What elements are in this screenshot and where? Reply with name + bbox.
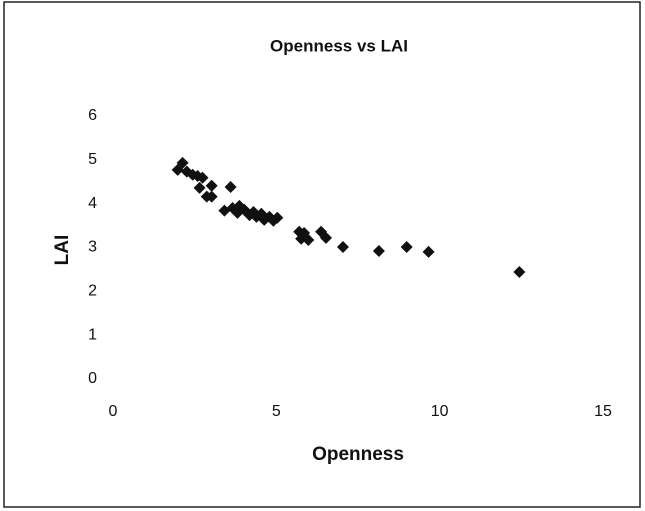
point (271, 211, 284, 224)
x-axis-title: Openness (312, 444, 404, 465)
point (205, 179, 218, 192)
point (319, 231, 332, 244)
point (196, 171, 209, 184)
point (372, 245, 385, 258)
point (302, 234, 315, 247)
point (247, 205, 260, 218)
point (422, 245, 435, 258)
point (513, 266, 526, 279)
y-tick-label: 1 (88, 326, 97, 343)
point (224, 181, 237, 194)
point (336, 241, 349, 254)
y-tick-label: 0 (88, 370, 97, 387)
x-tick-label: 0 (109, 403, 118, 420)
y-tick-label: 4 (88, 195, 97, 212)
y-tick-label: 3 (88, 239, 97, 256)
y-axis-title: LAI (52, 235, 73, 266)
chart-title: Openness vs LAI (270, 36, 408, 55)
point (193, 181, 206, 194)
y-tick-label: 2 (88, 283, 97, 300)
x-tick-label: 10 (431, 403, 449, 420)
point (205, 190, 218, 203)
x-tick-label: 5 (272, 403, 281, 420)
y-tick-label: 6 (88, 107, 97, 124)
point (176, 156, 189, 169)
x-tick-label: 15 (594, 403, 612, 420)
point (400, 241, 413, 254)
y-tick-label: 5 (88, 151, 97, 168)
chart-frame (3, 1, 641, 508)
